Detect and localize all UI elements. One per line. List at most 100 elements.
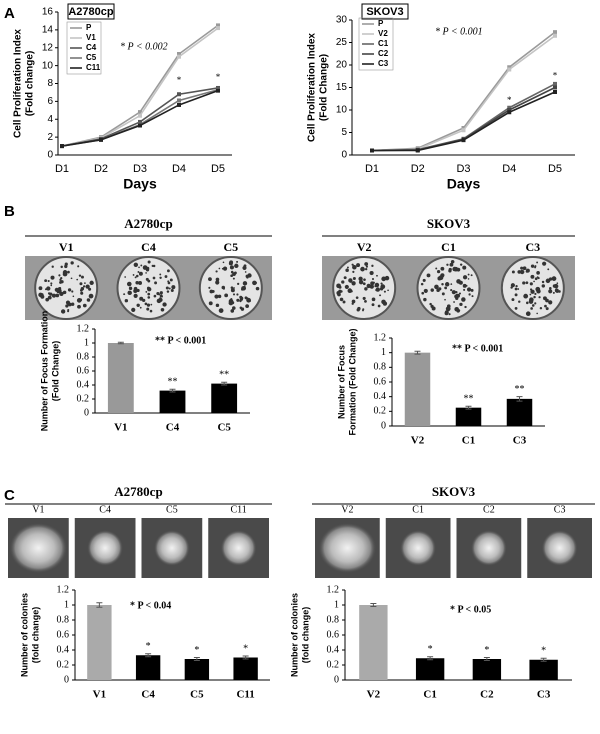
series-line xyxy=(61,89,219,147)
x-tick-label: C1 xyxy=(462,435,475,447)
colony xyxy=(229,260,234,265)
colony xyxy=(429,302,432,306)
image-label: C5 xyxy=(166,504,178,515)
colony xyxy=(387,289,389,292)
colony xyxy=(222,266,228,271)
colony xyxy=(159,276,162,279)
colony xyxy=(446,304,451,309)
panel-label: B xyxy=(4,203,15,220)
colony xyxy=(127,290,132,296)
y-tick-label: 8 xyxy=(47,78,53,89)
colony xyxy=(380,282,383,285)
colony xyxy=(46,286,51,291)
colony xyxy=(352,270,355,273)
colony xyxy=(236,298,240,302)
colony xyxy=(545,307,549,311)
legend-label: C4 xyxy=(86,43,97,52)
point xyxy=(177,98,181,103)
point xyxy=(507,110,512,115)
y-tick-label: 10 xyxy=(336,105,348,116)
colony xyxy=(245,304,250,309)
bar xyxy=(359,605,388,680)
colony xyxy=(136,288,140,293)
y-tick-label: 0.6 xyxy=(77,365,90,376)
well xyxy=(34,256,99,320)
colony xyxy=(548,300,553,305)
colony xyxy=(62,290,67,295)
colony xyxy=(371,264,374,268)
error-bar xyxy=(242,655,249,660)
colony xyxy=(530,307,533,310)
colony xyxy=(56,288,62,294)
colony xyxy=(159,297,162,300)
colony xyxy=(146,286,150,290)
colony xyxy=(510,283,515,288)
colony xyxy=(149,309,153,313)
colony xyxy=(441,283,444,286)
y-tick-label: 0.4 xyxy=(374,391,387,402)
bar xyxy=(159,390,186,413)
colony xyxy=(548,289,553,294)
y-tick-label: 1.2 xyxy=(374,332,387,343)
y-tick-label: 14 xyxy=(42,25,54,36)
colony xyxy=(244,271,247,273)
error-bar xyxy=(193,657,200,661)
spheroid xyxy=(470,530,507,566)
legend-label: P xyxy=(378,19,384,28)
colony xyxy=(82,303,87,308)
y-tick-label: 0 xyxy=(341,150,347,161)
colony xyxy=(77,265,80,268)
colony xyxy=(514,307,518,310)
colony xyxy=(444,287,447,290)
y-tick-label: 0.2 xyxy=(77,393,90,404)
colony xyxy=(140,264,143,267)
colony xyxy=(168,287,171,290)
point xyxy=(461,128,466,133)
significance-star: * xyxy=(177,75,182,85)
bar-label: ** xyxy=(464,393,474,404)
colony xyxy=(47,279,50,283)
colony xyxy=(209,289,214,294)
title-box xyxy=(361,3,409,20)
colony xyxy=(234,263,239,269)
colony xyxy=(229,265,234,270)
point xyxy=(553,33,557,38)
colony xyxy=(167,269,170,273)
colony xyxy=(79,298,83,302)
y-tick-label: 0.4 xyxy=(57,644,70,655)
colony xyxy=(364,262,369,266)
colony xyxy=(49,292,53,296)
colony xyxy=(50,284,53,287)
colony xyxy=(215,280,220,285)
colony xyxy=(147,279,151,283)
colony xyxy=(230,297,233,301)
colony xyxy=(461,297,466,302)
colony xyxy=(71,302,75,306)
colony xyxy=(132,274,135,276)
colony xyxy=(556,282,559,285)
colony xyxy=(369,270,374,276)
colony xyxy=(232,272,236,276)
colony xyxy=(80,286,85,291)
colony xyxy=(364,267,368,271)
bar-label: * xyxy=(146,641,151,652)
colony xyxy=(254,281,258,285)
colony xyxy=(536,271,540,275)
error-bar xyxy=(117,341,124,345)
colony xyxy=(351,302,354,305)
colony xyxy=(518,300,521,303)
colony xyxy=(222,287,225,290)
bar xyxy=(135,655,161,680)
x-tick-label: C2 xyxy=(480,689,494,701)
colony xyxy=(450,289,453,292)
legend-label: C5 xyxy=(86,53,97,62)
colony xyxy=(232,306,236,310)
x-tick-label: C3 xyxy=(513,435,527,447)
colony xyxy=(534,277,538,281)
colony xyxy=(131,307,136,313)
colony xyxy=(44,279,48,283)
point xyxy=(177,92,181,97)
colony xyxy=(89,280,94,286)
colony xyxy=(72,295,75,298)
colony xyxy=(230,286,234,289)
